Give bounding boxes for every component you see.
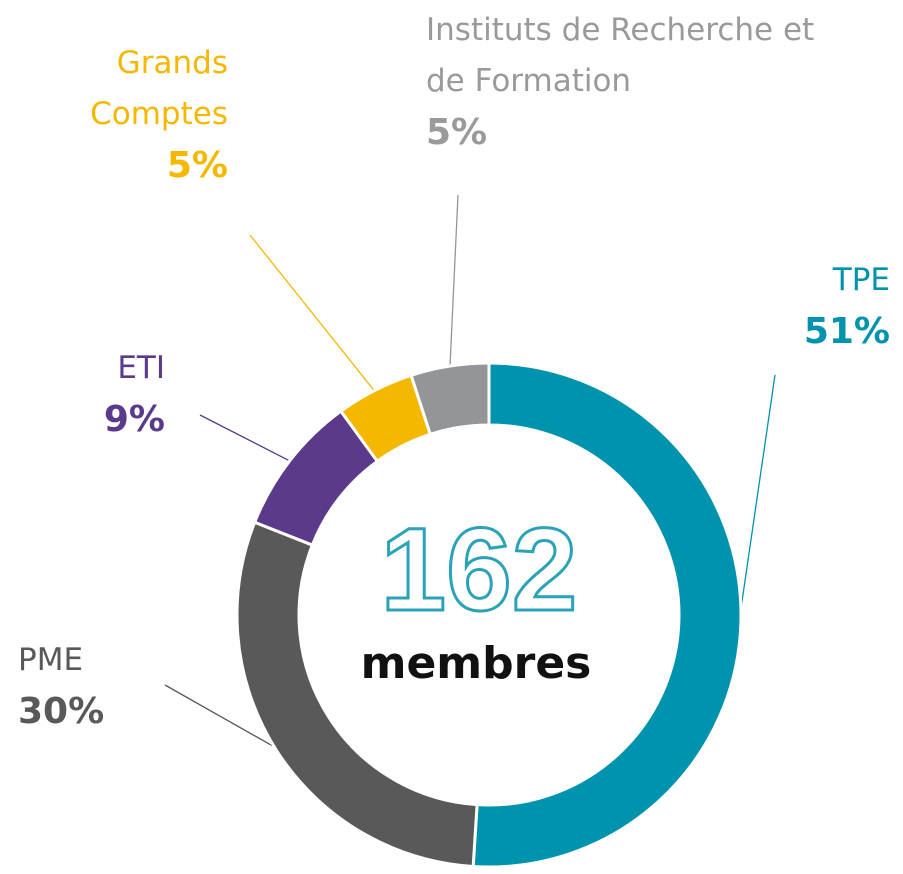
segment-label: Instituts de Recherche et de Formation 5% [426,5,846,158]
leader-line [449,194,459,369]
segment-label: ETI 9% [40,343,165,445]
leader-line [249,234,377,393]
segment-label: Grands Comptes 5% [30,38,228,191]
center-label: membres [361,638,592,689]
segment-label: TPE 51% [700,255,890,357]
value-label: 51% [803,311,890,352]
leader-line [199,414,292,463]
value-label: 5% [426,112,488,153]
center-value: 162 [381,504,578,636]
category-label: PME [18,642,84,678]
segment-label: PME 30% [18,635,178,737]
value-label: 30% [18,691,105,732]
category-label: Instituts de Recherche et de Formation [426,12,815,99]
donut-segment [471,361,743,869]
category-label: Grands Comptes [90,45,228,132]
category-label: ETI [117,350,165,386]
value-label: 5% [166,145,228,186]
leader-line [738,374,776,623]
leader-line [164,684,279,750]
category-label: TPE [832,262,890,298]
donut-segment [409,361,491,437]
value-label: 9% [103,399,165,440]
